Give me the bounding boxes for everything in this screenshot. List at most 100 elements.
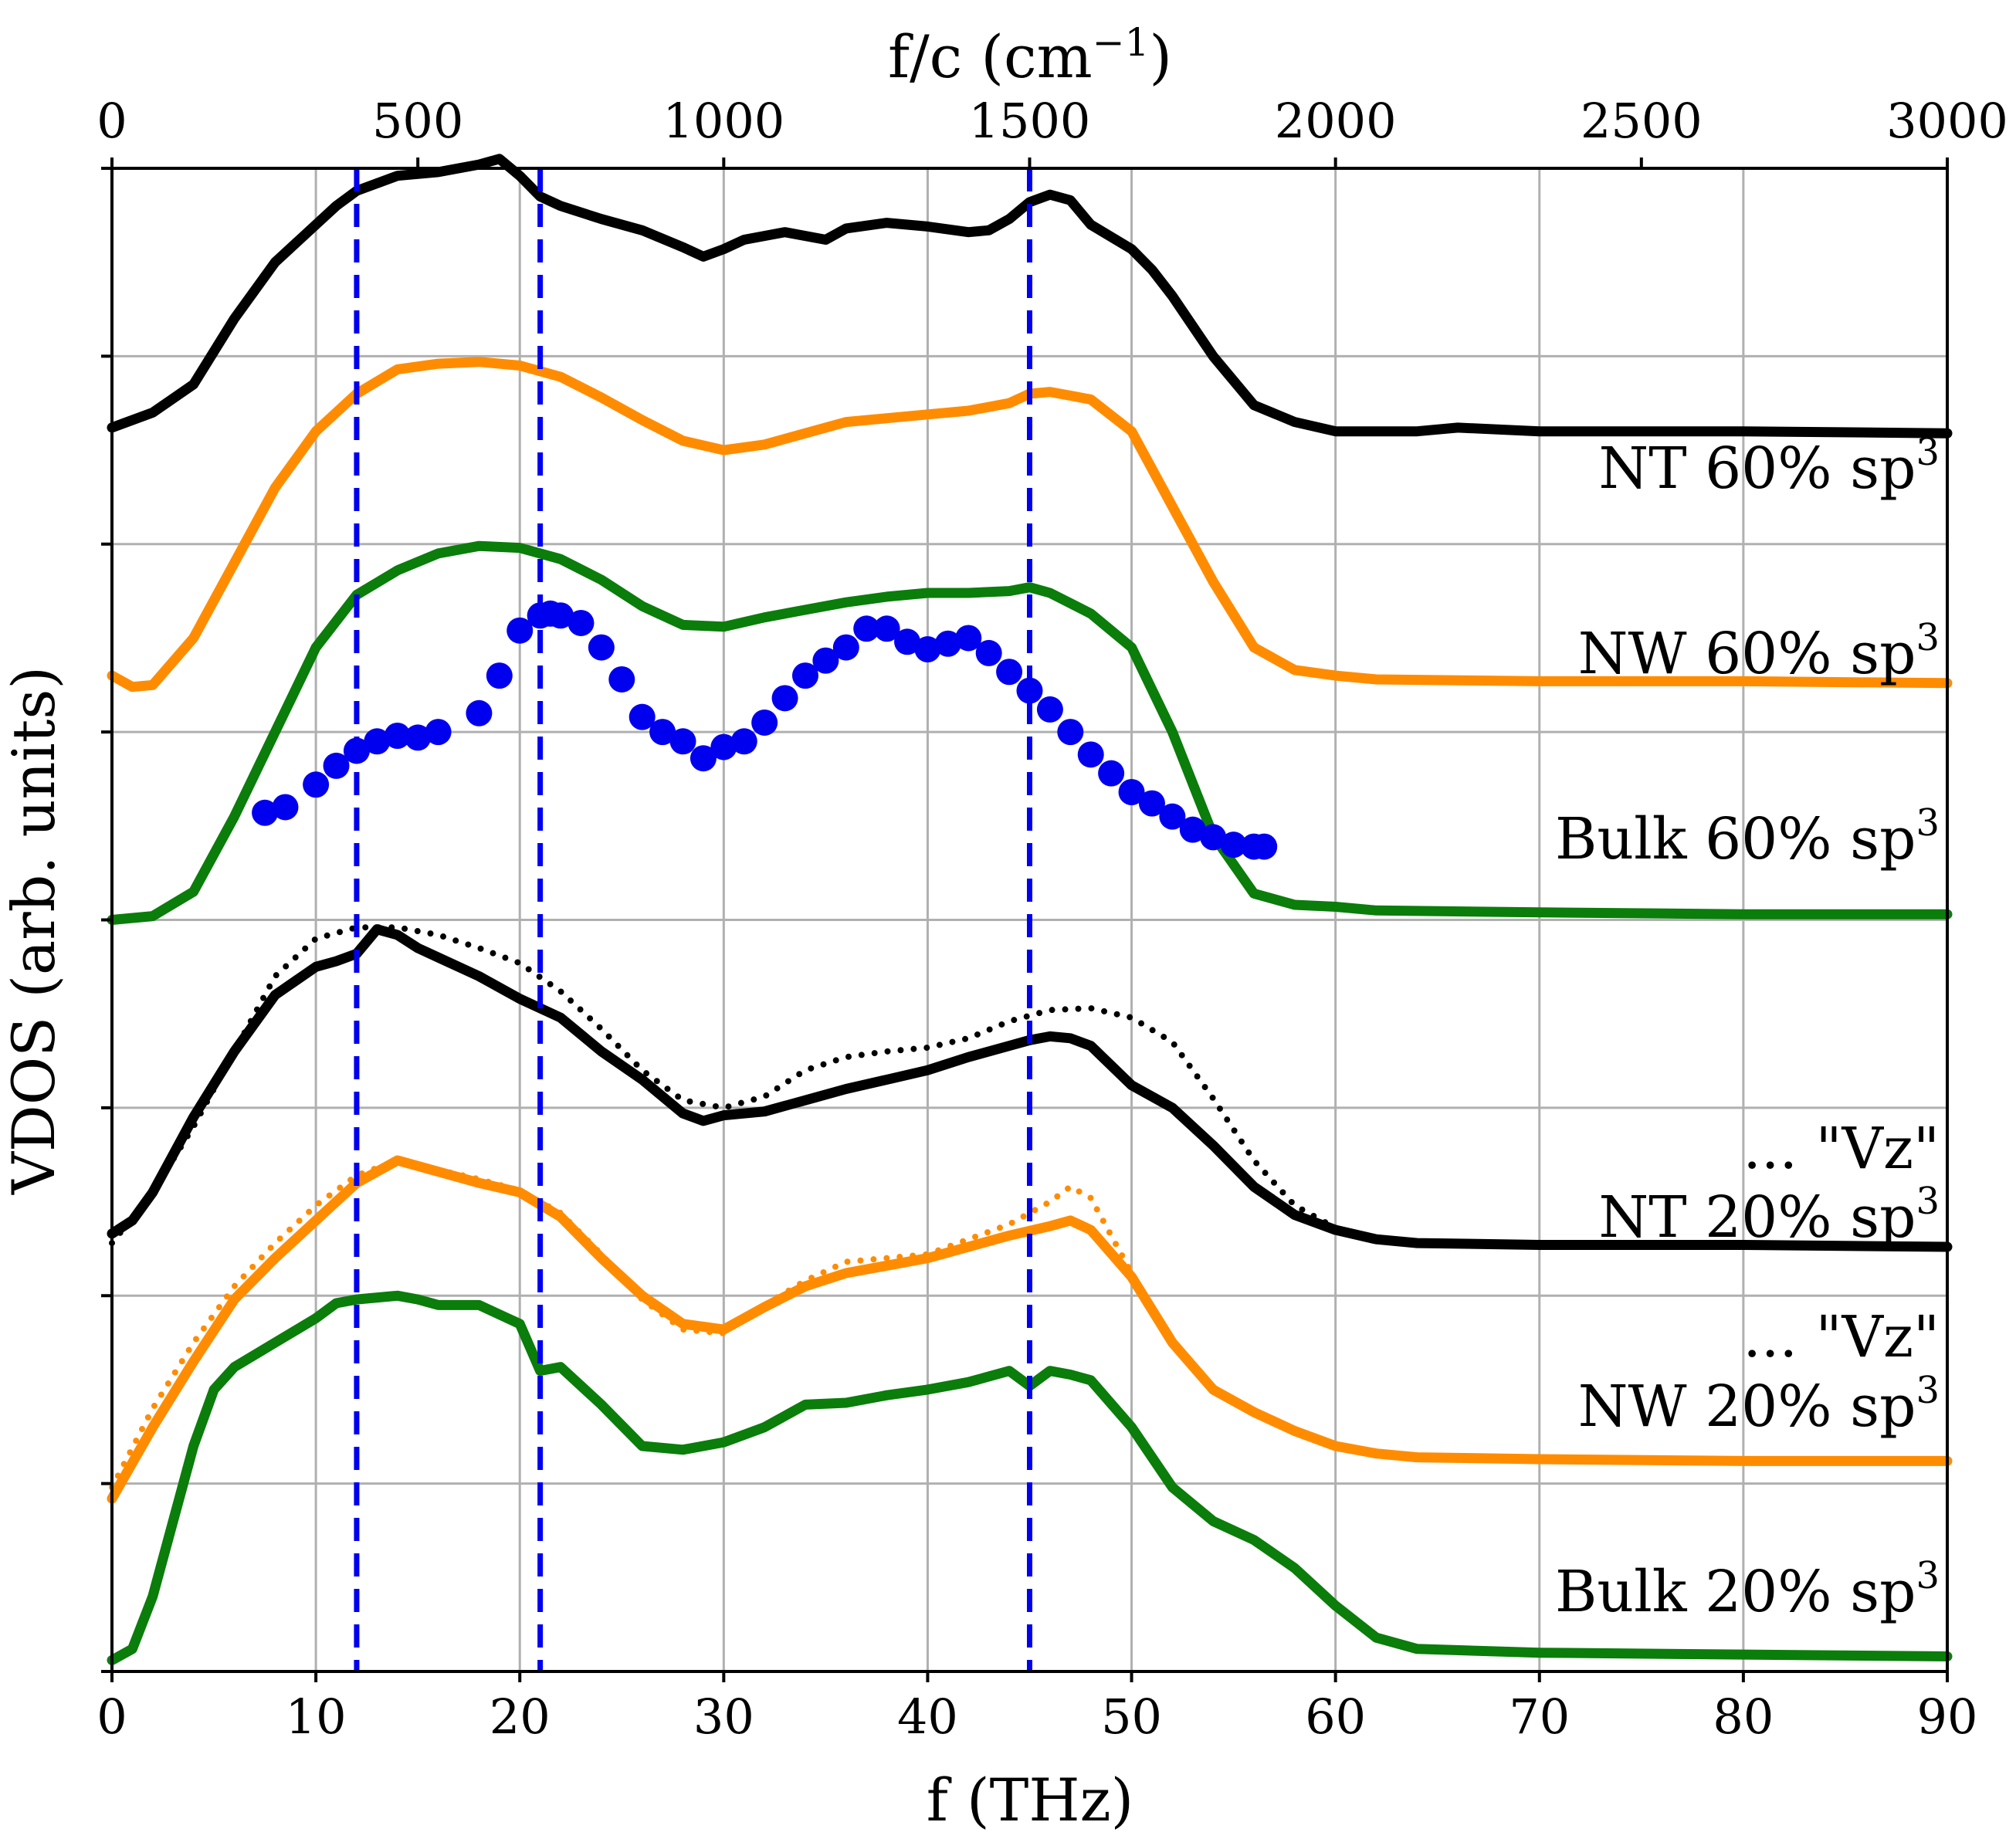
experimental-point	[1200, 824, 1227, 851]
experimental-point	[1077, 741, 1104, 768]
x-tick-label: 90	[1917, 1688, 1978, 1745]
experimental-point	[730, 728, 757, 755]
experimental-point	[1098, 760, 1125, 787]
experimental-point	[690, 745, 717, 772]
experimental-point	[812, 647, 839, 674]
experimental-point	[629, 703, 656, 730]
x2-axis-title: f/c (cm−1)	[888, 20, 1172, 91]
x-tick-label: 40	[897, 1688, 958, 1745]
experimental-point	[608, 665, 635, 693]
series-line-nw-60-sp3	[107, 357, 1953, 693]
x-tick-label: 30	[693, 1688, 754, 1745]
experimental-point	[894, 628, 921, 655]
experimental-point	[252, 799, 279, 826]
series-label-text: NW 60% sp	[1578, 621, 1916, 687]
experimental-point	[323, 752, 350, 779]
series-line-bulk-60-sp3	[107, 540, 1953, 925]
experimental-point	[1251, 833, 1278, 860]
series-label-vz-nw: ... "Vz"	[1743, 1304, 1940, 1370]
experimental-point	[996, 659, 1023, 686]
series-label-nw60: NW 60% sp3	[1578, 616, 1940, 687]
y-axis-title: VDOS (arb. units)	[0, 666, 68, 1195]
experimental-series	[252, 600, 1278, 860]
series-label-superscript: 3	[1916, 1180, 1940, 1223]
experimental-point	[1138, 790, 1165, 817]
series-label-text: NT 20% sp	[1598, 1184, 1916, 1251]
experimental-point	[791, 662, 818, 689]
experimental-point	[568, 609, 595, 636]
x2-tick-label: 1500	[969, 93, 1091, 149]
experimental-point	[1057, 719, 1084, 746]
experimental-point	[1036, 696, 1063, 723]
x2-tick-label: 1000	[662, 93, 784, 149]
experimental-point	[588, 634, 615, 661]
experimental-point	[425, 719, 452, 746]
x2-tick-label: 500	[372, 93, 463, 149]
experimental-point	[832, 634, 859, 661]
x-tick-label: 60	[1305, 1688, 1366, 1745]
x2-axis-title-suffix: )	[1149, 22, 1172, 91]
series-label-text: Bulk 20% sp	[1555, 1559, 1916, 1625]
series-label-vz-nt: ... "Vz"	[1743, 1116, 1940, 1182]
experimental-point	[975, 639, 1002, 666]
experimental-point	[547, 602, 574, 629]
axes: 0 10 20 30 40 50 60 70 80 90 0 500 1000 1500 2000 2500 3…	[97, 93, 2008, 1745]
experimental-point	[751, 709, 778, 736]
experimental-point	[486, 662, 513, 689]
experimental-point	[1220, 831, 1247, 859]
x2-axis-title-exponent: −1	[1093, 20, 1150, 65]
experimental-point	[873, 615, 900, 642]
x-tick-label: 70	[1509, 1688, 1570, 1745]
series-line-nt-20-sp3	[107, 924, 1953, 1252]
experimental-point	[955, 625, 982, 652]
x-axis-title: f (THz)	[927, 1766, 1134, 1834]
x-tick-label: 20	[490, 1688, 551, 1745]
experimental-point	[914, 636, 941, 663]
experimental-point	[405, 724, 432, 751]
experimental-point	[1179, 816, 1206, 843]
x-tick-label: 50	[1101, 1688, 1162, 1745]
experimental-point	[710, 733, 737, 760]
experimental-point	[364, 728, 391, 755]
x2-tick-label: 0	[97, 93, 127, 149]
experimental-point	[669, 728, 696, 755]
series-label-text: ... "Vz"	[1743, 1304, 1940, 1370]
series-label-superscript: 3	[1916, 801, 1940, 845]
series-label-superscript: 3	[1916, 616, 1940, 659]
experimental-point	[303, 771, 330, 798]
experimental-point	[466, 699, 493, 726]
experimental-point	[507, 617, 534, 644]
series-label-bulk20: Bulk 20% sp3	[1555, 1554, 1940, 1625]
experimental-point	[272, 794, 299, 821]
series-line-nw-20-sp3-vz	[109, 1157, 1339, 1491]
x-tick-label: 10	[286, 1688, 347, 1745]
experimental-point	[1016, 677, 1043, 704]
series-label-text: ... "Vz"	[1743, 1116, 1940, 1182]
series-label-nt20: NT 20% sp3	[1598, 1180, 1940, 1251]
series-line-bulk-20-sp3	[107, 1290, 1953, 1665]
series-label-nw20: NW 20% sp3	[1578, 1369, 1940, 1440]
x-tick-label: 0	[97, 1688, 127, 1745]
experimental-point	[1118, 779, 1145, 806]
series-line-nt-20-sp3-vz	[109, 924, 1543, 1248]
x2-tick-label: 2000	[1275, 93, 1397, 149]
x2-tick-label: 2500	[1581, 93, 1703, 149]
series-label-text: NT 60% sp	[1598, 435, 1916, 502]
experimental-point	[1159, 803, 1186, 830]
x2-axis-title-prefix: f/c (cm	[888, 22, 1093, 91]
vertical-reference-lines	[354, 168, 1032, 1671]
x2-tick-label: 3000	[1886, 93, 2008, 149]
series-label-bulk60: Bulk 60% sp3	[1555, 801, 1940, 872]
series-label-superscript: 3	[1916, 431, 1940, 474]
series-label-text: NW 20% sp	[1578, 1373, 1916, 1440]
experimental-point	[649, 719, 676, 746]
series-label-superscript: 3	[1916, 1554, 1940, 1597]
series-label-nt60: NT 60% sp3	[1598, 431, 1940, 502]
series-line-nt-60-sp3	[107, 154, 1953, 439]
series-label-superscript: 3	[1916, 1369, 1940, 1412]
series-label-text: Bulk 60% sp	[1555, 806, 1916, 872]
x-tick-label: 80	[1713, 1688, 1774, 1745]
experimental-point	[771, 685, 798, 712]
